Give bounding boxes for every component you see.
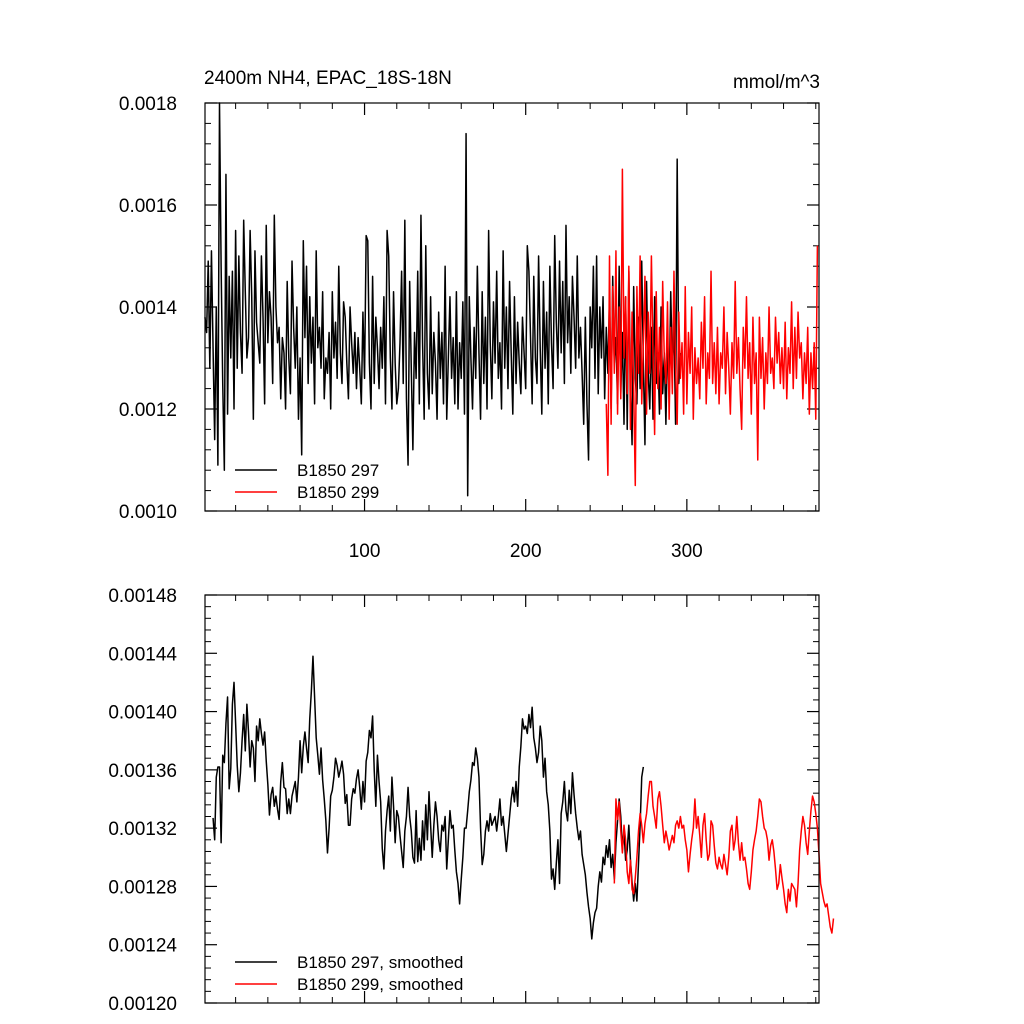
bottom-y-tick-label: 0.00124 <box>108 936 177 957</box>
top-panel: 2400m NH4, EPAC_18S-18N mmol/m^3 0.0010 0… <box>119 68 820 562</box>
top-x-tick-label: 100 <box>349 541 381 562</box>
top-panel-frame <box>204 102 820 512</box>
bottom-panel-frame <box>204 594 820 1004</box>
bottom-series-line-1 <box>212 655 645 940</box>
bottom-series-line-2 <box>613 780 835 934</box>
bottom-panel: 0.00120 0.00124 0.00128 0.00132 0.00136 0.001… <box>108 586 835 1015</box>
bottom-y-tick-label: 0.00144 <box>108 644 177 665</box>
bottom-y-tick-label: 0.00148 <box>108 586 177 607</box>
bottom-y-tick-label: 0.00132 <box>108 819 177 840</box>
top-series-line-1 <box>204 102 682 497</box>
bottom-legend-label-1: B1850 297, smoothed <box>297 953 463 972</box>
top-y-tick-label: 0.0010 <box>119 502 177 523</box>
top-legend-label-2: B1850 299 <box>297 483 379 502</box>
bottom-y-tick-label: 0.00136 <box>108 761 177 782</box>
top-panel-unit-label: mmol/m^3 <box>733 72 820 93</box>
bottom-y-tick-label: 0.00140 <box>108 703 177 724</box>
top-series-line-2 <box>605 168 819 487</box>
bottom-y-tick-label: 0.00128 <box>108 877 177 898</box>
top-legend-label-1: B1850 297 <box>297 461 379 480</box>
bottom-legend-label-2: B1850 299, smoothed <box>297 975 463 994</box>
top-panel-title: 2400m NH4, EPAC_18S-18N <box>204 68 452 89</box>
top-x-tick-label: 200 <box>510 541 542 562</box>
top-y-tick-label: 0.0012 <box>119 400 177 421</box>
top-y-tick-label: 0.0016 <box>119 196 177 217</box>
bottom-y-tick-label: 0.00120 <box>108 994 177 1015</box>
top-y-tick-label: 0.0018 <box>119 94 177 115</box>
top-y-tick-label: 0.0014 <box>119 298 178 319</box>
top-x-tick-label: 300 <box>671 541 703 562</box>
